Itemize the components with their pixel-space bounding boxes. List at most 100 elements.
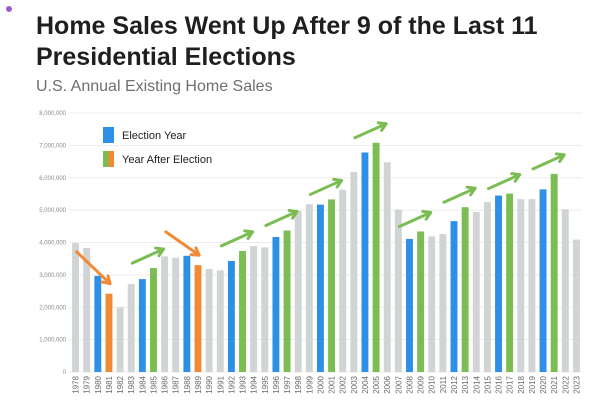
x-tick-label: 1979 [83, 375, 92, 393]
chart-legend: Election Year Year After Election [103, 127, 212, 167]
arrow-shaft [397, 210, 433, 228]
arrow-shaft [442, 186, 477, 204]
arrow-head [154, 246, 165, 258]
y-tick-label: 2,000,000 [39, 305, 66, 311]
x-tick-label: 2014 [472, 375, 481, 393]
x-tick-label: 2005 [372, 375, 381, 393]
bar-1979 [83, 248, 91, 372]
x-tick-label: 1985 [149, 375, 158, 393]
arrow-up-icon [264, 209, 299, 228]
arrow-shaft [531, 153, 566, 171]
bar-1997 [283, 230, 291, 372]
arrow-shaft [353, 122, 388, 140]
x-tick-label: 2011 [439, 375, 448, 393]
y-tick-label: 7,000,000 [39, 143, 66, 149]
x-tick-label: 1993 [239, 375, 248, 393]
bar-1987 [172, 257, 180, 372]
bar-2017 [506, 193, 514, 372]
bar-2002 [339, 189, 347, 372]
x-tick-label: 1991 [216, 375, 225, 393]
bar-1988 [183, 255, 191, 372]
y-tick-label: 3,000,000 [39, 273, 66, 279]
x-tick-label: 1995 [261, 375, 270, 393]
bar-2023 [572, 239, 580, 372]
x-tick-label: 2008 [405, 375, 414, 393]
bar-2004 [361, 152, 369, 372]
bar-1978 [72, 243, 80, 372]
arrow-shaft [164, 230, 201, 257]
bar-2012 [450, 221, 458, 372]
x-tick-label: 1981 [105, 375, 114, 393]
y-tick-label: 6,000,000 [39, 176, 66, 182]
bar-1995 [261, 247, 269, 372]
bar-2021 [550, 173, 558, 372]
bar-2016 [495, 195, 502, 372]
bar-2019 [528, 199, 536, 372]
x-tick-label: 1994 [250, 375, 259, 393]
page-title: Home Sales Went Up After 9 of the Last 1… [36, 12, 538, 71]
x-tick-label: 1987 [172, 375, 181, 393]
bar-1990 [205, 269, 213, 372]
gridlines [70, 112, 582, 373]
arrow-head [510, 172, 522, 183]
bar-2013 [461, 207, 469, 372]
x-tick-label: 2017 [506, 375, 515, 393]
arrow-head [243, 229, 255, 241]
x-tick-label: 2013 [461, 375, 470, 393]
x-tick-label: 1984 [138, 375, 147, 393]
bar-2014 [472, 212, 480, 372]
arrow-head [421, 209, 433, 221]
legend-label: Year After Election [122, 154, 212, 166]
arrow-up-icon [487, 172, 522, 191]
x-tick-label: 1983 [127, 375, 136, 393]
bar-2020 [539, 189, 547, 372]
x-tick-label: 1998 [294, 375, 303, 393]
bar-1991 [216, 270, 224, 372]
x-tick-label: 2009 [417, 375, 426, 393]
arrow-down-icon [75, 250, 112, 286]
arrow-up-icon [442, 185, 477, 204]
bar-1981 [105, 293, 113, 372]
x-tick-label: 1996 [272, 375, 281, 393]
x-tick-label: 1990 [205, 375, 214, 393]
x-tick-label: 2023 [572, 375, 581, 393]
bar-2010 [428, 236, 436, 372]
bar-2015 [483, 202, 491, 372]
bar-1993 [239, 250, 246, 372]
arrow-shaft [264, 210, 299, 228]
bar-2011 [439, 234, 447, 372]
bar-1998 [294, 211, 302, 372]
bar-1983 [127, 283, 135, 372]
slide-marker-dot [6, 6, 12, 12]
y-tick-label: 1,000,000 [39, 338, 66, 344]
y-tick-label: 4,000,000 [39, 241, 66, 247]
trend-arrows [75, 121, 566, 286]
x-tick-label: 1978 [72, 375, 81, 393]
bar-2009 [417, 231, 425, 372]
arrow-up-icon [397, 209, 433, 228]
bar-2005 [372, 142, 380, 372]
x-tick-label: 1999 [305, 375, 314, 393]
bar-1982 [116, 307, 124, 372]
arrow-head [376, 121, 388, 132]
x-tick-label: 1988 [183, 375, 192, 393]
arrow-head [189, 246, 201, 257]
bar-2003 [350, 171, 358, 372]
x-tick-label: 2001 [328, 375, 337, 393]
x-tick-label: 2002 [339, 375, 348, 393]
bar-2007 [394, 209, 402, 372]
bar-2018 [517, 199, 525, 372]
arrow-head [332, 177, 344, 189]
bar-2006 [383, 162, 391, 372]
bar-1985 [150, 268, 157, 372]
bar-1992 [227, 260, 235, 372]
x-tick-label: 2000 [316, 375, 325, 393]
arrow-up-icon [219, 229, 255, 248]
x-tick-label: 1989 [194, 375, 203, 393]
bar-1989 [194, 265, 202, 372]
arrow-shaft [219, 230, 255, 248]
bar-2008 [406, 238, 413, 372]
x-tick-label: 2003 [350, 375, 359, 393]
x-tick-label: 2022 [561, 375, 570, 393]
arrow-up-icon [531, 152, 566, 171]
